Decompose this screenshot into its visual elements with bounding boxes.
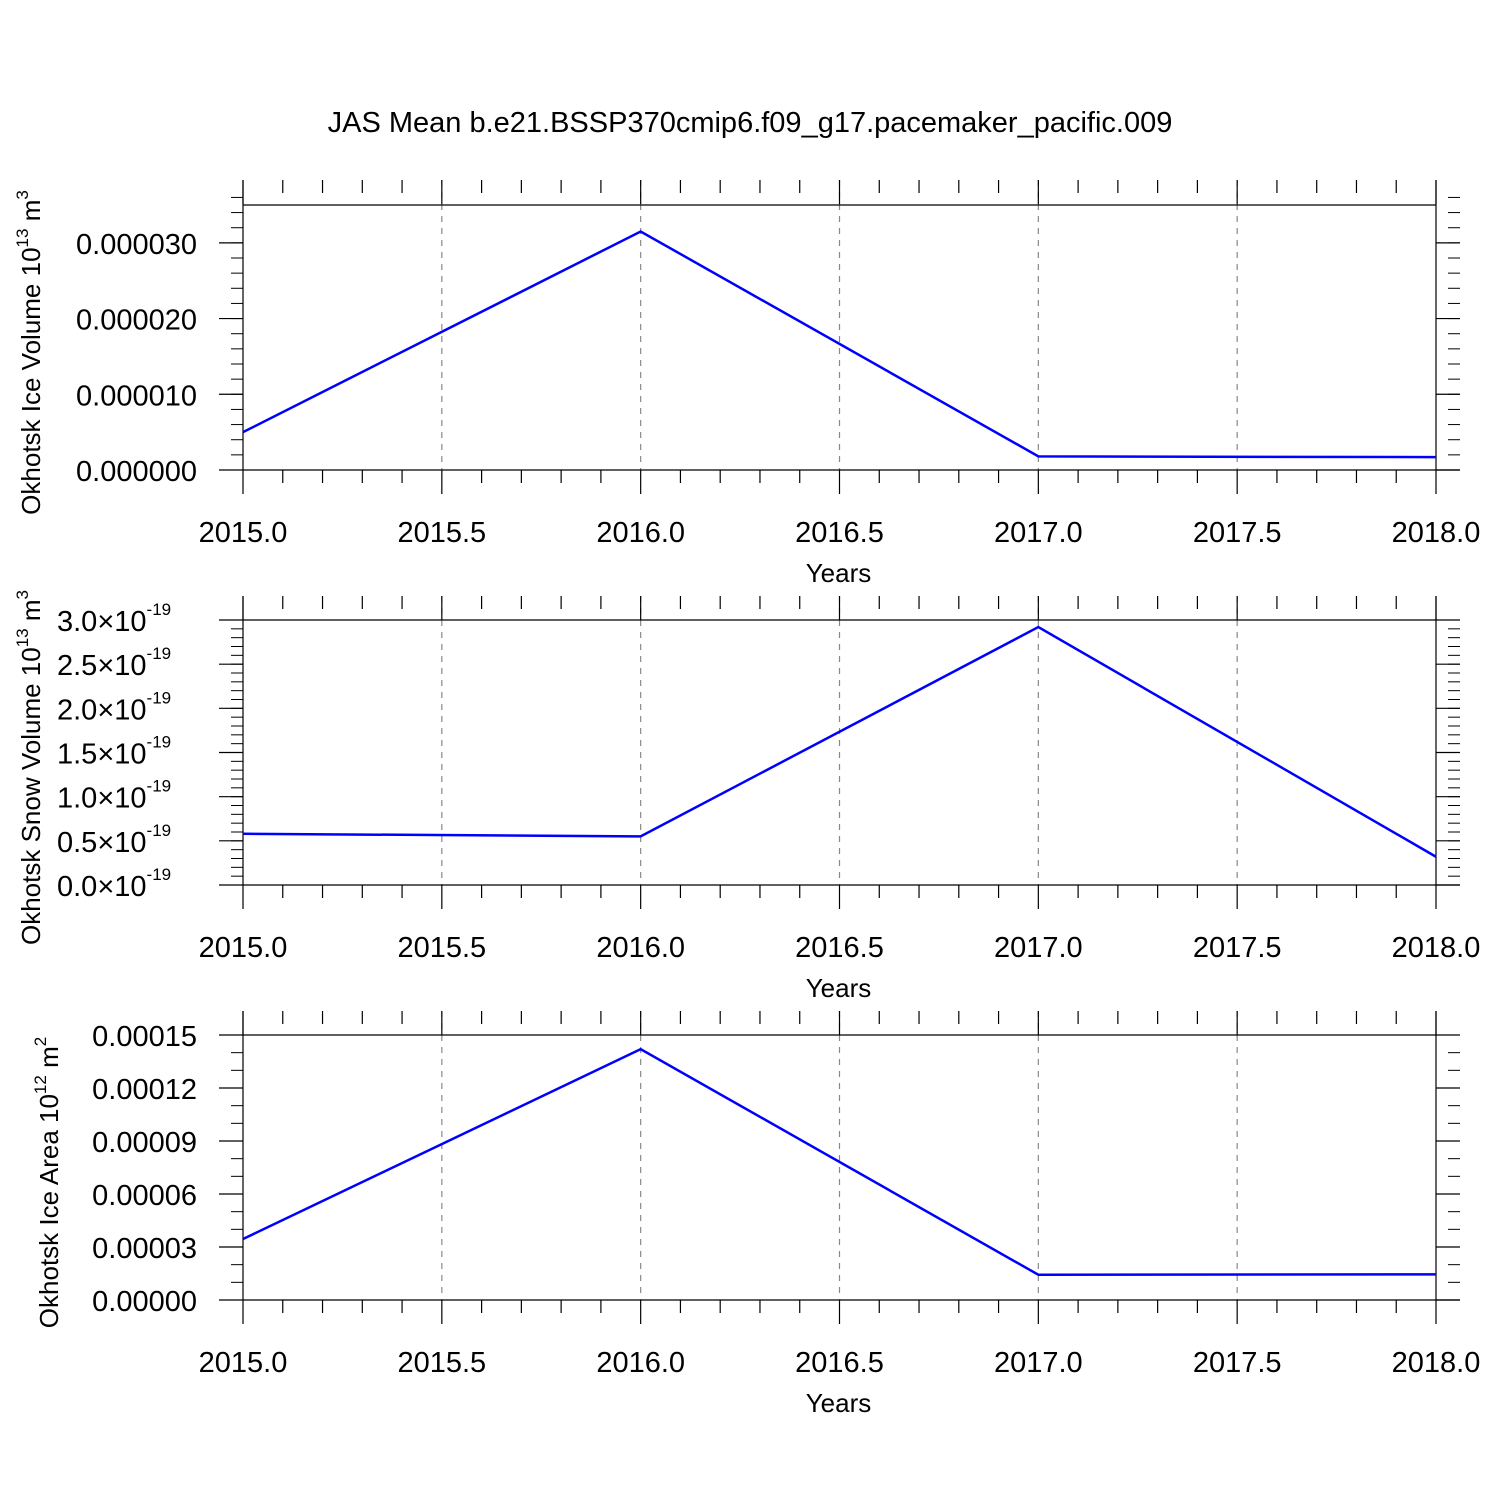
x-tick-label: 2017.0 xyxy=(994,1347,1083,1379)
page-title: JAS Mean b.e21.BSSP370cmip6.f09_g17.pace… xyxy=(328,107,1173,139)
x-tick-label: 2018.0 xyxy=(1392,517,1481,549)
x-tick-label: 2016.5 xyxy=(795,1347,884,1379)
y-axis-title: Okhotsk Snow Volume 1013 m3 xyxy=(13,590,46,945)
x-tick-label: 2017.0 xyxy=(994,932,1083,964)
x-axis-title: Years xyxy=(806,973,872,1003)
y-tick-label: 0.00012 xyxy=(92,1074,197,1106)
y-tick-label: 0.000020 xyxy=(76,305,197,337)
x-axis-title: Years xyxy=(806,1388,872,1418)
x-tick-label: 2015.0 xyxy=(199,517,288,549)
x-tick-label: 2016.5 xyxy=(795,932,884,964)
y-tick-label: 0.00006 xyxy=(92,1180,197,1212)
x-tick-label: 2017.0 xyxy=(994,517,1083,549)
x-tick-label: 2017.5 xyxy=(1193,932,1282,964)
y-tick-label: 0.00003 xyxy=(92,1233,197,1265)
x-tick-label: 2016.5 xyxy=(795,517,884,549)
x-tick-label: 2016.0 xyxy=(596,1347,685,1379)
y-tick-label: 2.5×10-19 xyxy=(57,644,171,682)
series-line xyxy=(242,1047,1437,1276)
y-tick-label: 0.00009 xyxy=(92,1127,197,1159)
panel-snow-volume: 2015.0 2015.5 2016.0 2016.5 2017.0 2017.5 2018… xyxy=(13,590,1480,1003)
x-tick-label: 2017.5 xyxy=(1193,517,1282,549)
x-tick-label: 2015.0 xyxy=(199,1347,288,1379)
y-tick-label: 1.5×10-19 xyxy=(57,733,171,771)
series-line xyxy=(242,625,1437,858)
y-tick-label: 0.00000 xyxy=(92,1286,197,1318)
panel-ice-volume: 2015.0 2015.5 2016.0 2016.5 2017.0 2017.5 2018… xyxy=(13,180,1480,588)
x-tick-label: 2015.5 xyxy=(397,932,486,964)
panel-ice-area: 2015.0 2015.5 2016.0 2016.5 2017.0 2017.5 2018… xyxy=(31,1011,1480,1418)
x-tick-label: 2015.5 xyxy=(397,517,486,549)
series-line xyxy=(242,230,1437,459)
y-tick-label: 3.0×10-19 xyxy=(57,600,171,638)
y-tick-label: 0.000010 xyxy=(76,380,197,412)
y-tick-label: 0.000030 xyxy=(76,229,197,261)
y-axis-title: Okhotsk Ice Area 1012 m2 xyxy=(31,1037,64,1328)
x-axis-title: Years xyxy=(806,558,872,588)
x-tick-label: 2016.0 xyxy=(596,517,685,549)
x-tick-label: 2017.5 xyxy=(1193,1347,1282,1379)
x-tick-label: 2016.0 xyxy=(596,932,685,964)
y-tick-label: 0.000000 xyxy=(76,456,197,488)
y-tick-label: 2.0×10-19 xyxy=(57,688,171,726)
y-tick-label: 0.5×10-19 xyxy=(57,821,171,859)
y-tick-label: 1.0×10-19 xyxy=(57,777,171,815)
x-tick-label: 2015.5 xyxy=(397,1347,486,1379)
x-tick-label: 2018.0 xyxy=(1392,1347,1481,1379)
x-tick-label: 2015.0 xyxy=(199,932,288,964)
y-axis-title: Okhotsk Ice Volume 1013 m3 xyxy=(13,190,46,515)
y-tick-label: 0.00015 xyxy=(92,1021,197,1053)
y-tick-label: 0.0×10-19 xyxy=(57,865,171,903)
x-tick-label: 2018.0 xyxy=(1392,932,1481,964)
